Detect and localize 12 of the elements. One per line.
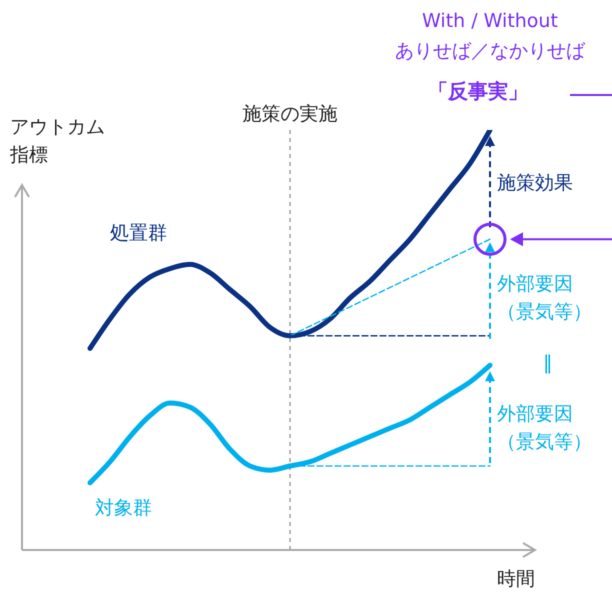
series-label: 対象群 — [95, 496, 152, 521]
series-label: 処置群 — [110, 221, 167, 246]
text: 施策の実施 — [242, 103, 338, 125]
text: ‖ — [543, 352, 552, 374]
x-axis-title: 時間 — [497, 567, 535, 592]
annotation: 施策効果 — [497, 171, 573, 196]
text: 「反事実」 — [428, 78, 528, 105]
annotation: 外部要因（景気等） — [497, 272, 593, 325]
text: ありせば／なかりせば — [394, 39, 586, 64]
y-axis-title: アウトカム指標 — [10, 115, 106, 168]
text: With / Without — [421, 10, 559, 32]
annotation: 外部要因（景気等） — [497, 402, 593, 455]
